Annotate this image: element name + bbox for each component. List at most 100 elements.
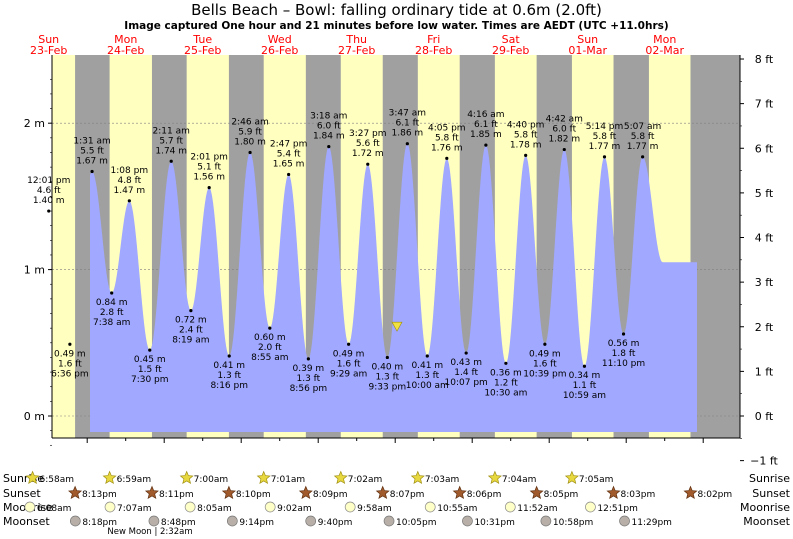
high-tide-time: 4:05 pm bbox=[428, 123, 466, 133]
low-tide-time: 10:59 am bbox=[563, 391, 606, 401]
high-tide-time: 3:47 am bbox=[389, 109, 426, 119]
moonrise-time: 12:51pm bbox=[597, 504, 637, 514]
low-tide-time: 6:36 pm bbox=[51, 369, 89, 379]
low-tide-feet: 1.5 ft bbox=[138, 365, 162, 375]
astro-row-label-right: Sunset bbox=[752, 487, 790, 500]
sunset-time: 8:13pm bbox=[82, 490, 117, 500]
sunrise-time: 6:58am bbox=[40, 475, 75, 485]
low-tide-point bbox=[148, 348, 152, 352]
high-tide-feet: 5.4 ft bbox=[277, 149, 301, 159]
sunrise-icon bbox=[487, 470, 502, 485]
low-tide-point bbox=[110, 291, 114, 295]
date-dow-label: Sun bbox=[38, 33, 59, 46]
moonrise-time: 10:55am bbox=[437, 504, 477, 514]
date-label: 28-Feb bbox=[415, 44, 452, 57]
high-tide-metres: 1.72 m bbox=[352, 149, 384, 159]
high-tide-metres: 1.82 m bbox=[548, 135, 580, 145]
date-label: 01-Mar bbox=[568, 44, 607, 57]
high-tide-metres: 1.86 m bbox=[392, 129, 424, 139]
moonset-time: 9:40pm bbox=[318, 518, 353, 528]
daylight-band bbox=[52, 55, 76, 438]
low-tide-time: 7:38 am bbox=[93, 318, 130, 328]
low-tide-metres: 0.41 m bbox=[213, 361, 245, 371]
low-tide-point bbox=[582, 364, 587, 368]
low-tide-feet: 2.4 ft bbox=[179, 326, 203, 336]
moonset-time: 11:29pm bbox=[632, 518, 672, 528]
high-tide-time: 1:31 am bbox=[73, 137, 110, 147]
high-tide-feet: 5.8 ft bbox=[514, 130, 538, 140]
low-tide-metres: 0.39 m bbox=[293, 364, 325, 374]
sunrise-time: 7:00am bbox=[194, 475, 229, 485]
left-tick-label: 0 m bbox=[24, 410, 45, 423]
right-tick-label: −1 ft bbox=[750, 455, 778, 468]
low-tide-point bbox=[385, 355, 389, 360]
moonrise-time: 11:52am bbox=[517, 504, 557, 514]
low-tide-point bbox=[621, 332, 626, 336]
date-dow-label: Tue bbox=[192, 33, 212, 46]
low-tide-metres: 0.36 m bbox=[490, 368, 522, 378]
low-tide-feet: 1.4 ft bbox=[454, 368, 478, 378]
sunset-icon bbox=[221, 485, 236, 500]
moonset-icon bbox=[305, 515, 317, 527]
high-tide-metres: 1.56 m bbox=[193, 173, 225, 183]
low-tide-point bbox=[347, 342, 351, 346]
low-tide-feet: 1.1 ft bbox=[573, 381, 597, 391]
date-dow-label: Mon bbox=[114, 33, 137, 46]
low-tide-feet: 1.3 ft bbox=[217, 371, 241, 381]
low-tide-feet: 1.2 ft bbox=[494, 378, 518, 388]
moonset-time: 10:05pm bbox=[396, 518, 436, 528]
low-tide-feet: 1.6 ft bbox=[58, 359, 82, 369]
sunrise-icon bbox=[333, 470, 348, 485]
sunrise-time: 7:01am bbox=[271, 475, 306, 485]
high-tide-metres: 1.78 m bbox=[510, 140, 542, 150]
moonset-time: 8:18pm bbox=[82, 518, 117, 528]
high-tide-feet: 5.8 ft bbox=[593, 132, 617, 142]
low-tide-time: 9:29 am bbox=[330, 369, 367, 379]
right-tick-label: 5 ft bbox=[755, 187, 774, 200]
moonrise-icon bbox=[424, 501, 436, 513]
high-tide-point bbox=[405, 142, 409, 146]
page-subtitle: Image captured One hour and 21 minutes b… bbox=[124, 20, 669, 32]
right-tick-label: 6 ft bbox=[755, 142, 774, 155]
high-tide-metres: 1.77 m bbox=[627, 142, 659, 152]
high-tide-point bbox=[562, 147, 566, 152]
moonrise-icon bbox=[344, 501, 356, 513]
sunrise-time: 7:02am bbox=[348, 475, 383, 485]
high-tide-time: 1:08 pm bbox=[111, 166, 149, 176]
sunset-time: 8:05pm bbox=[544, 490, 579, 500]
low-tide-metres: 0.49 m bbox=[529, 349, 561, 359]
high-tide-feet: 5.7 ft bbox=[159, 136, 183, 146]
low-tide-time: 9:33 pm bbox=[369, 382, 407, 392]
sunrise-time: 7:04am bbox=[502, 475, 536, 485]
moonset-time: 10:58pm bbox=[553, 518, 593, 528]
moonrise-icon bbox=[184, 501, 196, 513]
sunset-icon bbox=[375, 485, 390, 500]
date-label: 27-Feb bbox=[338, 44, 375, 57]
high-tide-time: 4:42 am bbox=[546, 115, 583, 125]
high-tide-metres: 1.77 m bbox=[589, 142, 621, 152]
right-tick-label: 8 ft bbox=[755, 53, 774, 66]
low-tide-feet: 1.3 ft bbox=[415, 371, 439, 381]
moonset-time: 8:48pm bbox=[161, 518, 196, 528]
moonset-icon bbox=[69, 515, 81, 527]
high-tide-feet: 5.1 ft bbox=[197, 163, 221, 173]
date-dow-label: Wed bbox=[268, 33, 292, 46]
high-tide-point bbox=[602, 155, 607, 159]
high-tide-time: 2:47 pm bbox=[270, 139, 308, 149]
high-tide-feet: 4.6 ft bbox=[37, 186, 61, 196]
sunset-icon bbox=[529, 485, 544, 500]
high-tide-feet: 6.0 ft bbox=[317, 122, 341, 132]
moonrise-icon bbox=[264, 501, 276, 513]
moon-phase-note: New Moon | 2:32am bbox=[107, 527, 192, 537]
high-tide-point bbox=[484, 143, 488, 147]
tide-area bbox=[90, 143, 697, 433]
low-tide-feet: 1.6 ft bbox=[337, 359, 361, 369]
moonset-icon bbox=[226, 515, 238, 527]
moonset-icon bbox=[148, 515, 160, 527]
sunrise-icon bbox=[564, 470, 579, 485]
sunset-icon bbox=[606, 485, 621, 500]
low-tide-metres: 0.45 m bbox=[134, 355, 166, 365]
date-label: 26-Feb bbox=[261, 44, 298, 57]
sunrise-icon bbox=[256, 470, 271, 485]
low-tide-time: 8:16 pm bbox=[210, 381, 248, 391]
